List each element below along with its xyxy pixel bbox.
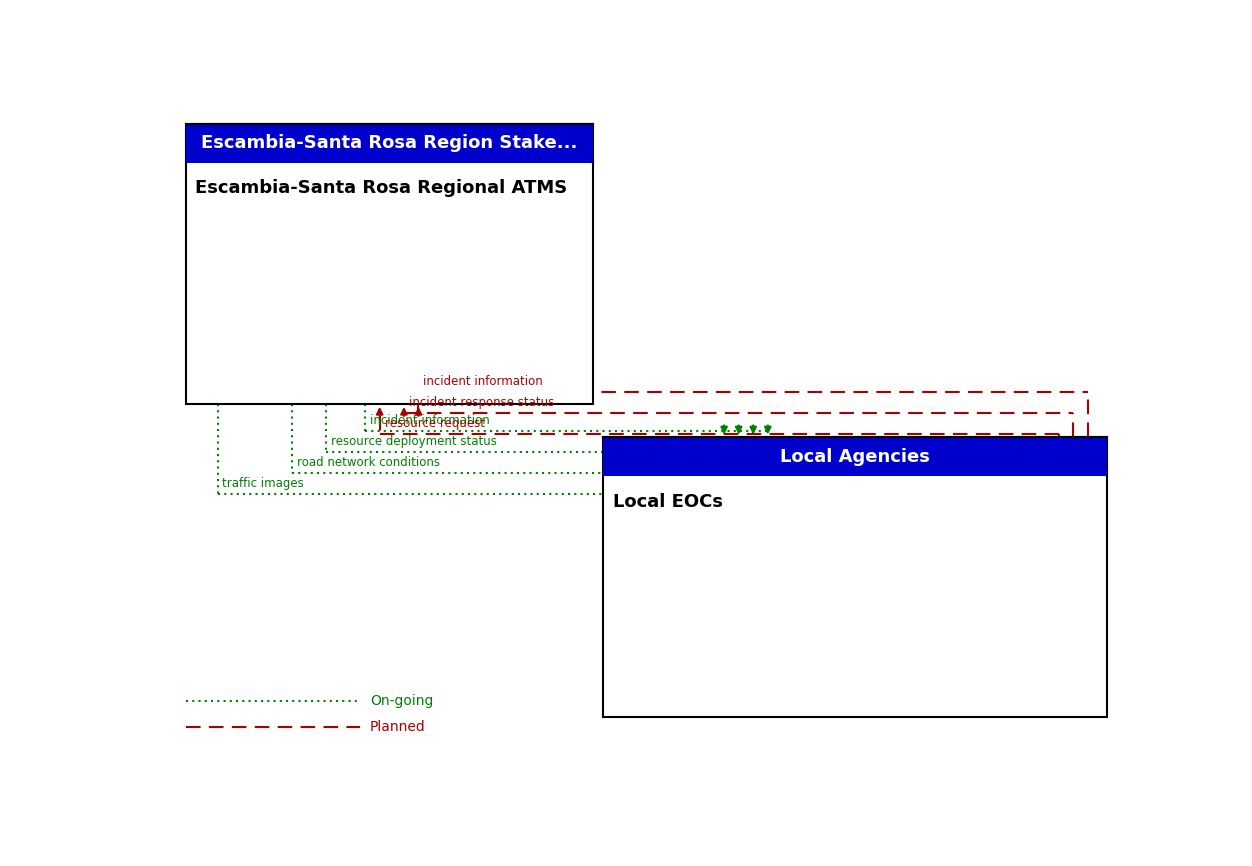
Bar <box>602 437 1107 717</box>
Text: Local EOCs: Local EOCs <box>612 493 722 511</box>
Text: Local Agencies: Local Agencies <box>780 448 930 466</box>
Bar <box>185 124 593 163</box>
Text: resource deployment status: resource deployment status <box>331 435 497 448</box>
Bar <box>185 124 593 404</box>
Text: Planned: Planned <box>371 721 426 734</box>
Text: Escambia-Santa Rosa Regional ATMS: Escambia-Santa Rosa Regional ATMS <box>195 179 567 197</box>
Text: road network conditions: road network conditions <box>297 456 441 469</box>
Text: incident response status: incident response status <box>408 396 555 409</box>
Text: resource request: resource request <box>384 417 485 430</box>
Text: incident information: incident information <box>423 375 543 388</box>
Text: traffic images: traffic images <box>223 477 304 490</box>
Bar <box>602 437 1107 476</box>
Text: On-going: On-going <box>371 694 433 708</box>
Text: Escambia-Santa Rosa Region Stake...: Escambia-Santa Rosa Region Stake... <box>202 134 577 152</box>
Text: incident information: incident information <box>371 414 490 427</box>
